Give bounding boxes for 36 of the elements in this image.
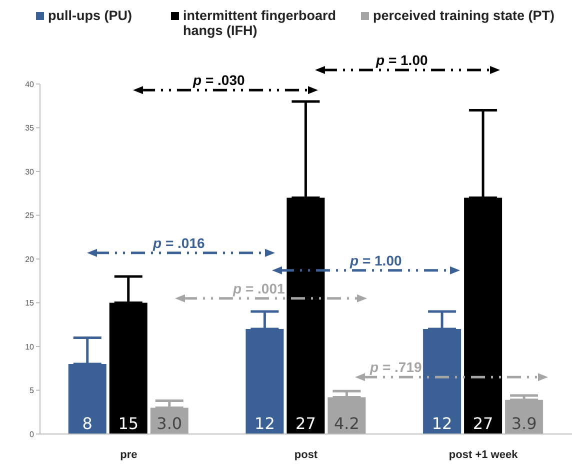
data-label: 27 (472, 414, 494, 433)
data-label: 27 (296, 414, 316, 433)
data-label: 8 (82, 414, 92, 433)
annotation: p = 1.00 (349, 252, 402, 268)
data-label: 12 (432, 414, 452, 433)
bar (464, 198, 502, 434)
legend-label: pull-ups (PU) (48, 8, 132, 23)
data-label: 3.0 (156, 414, 182, 433)
y-tick-label: 10 (25, 342, 35, 352)
data-label: 15 (118, 414, 139, 433)
annotation: p = .030 (192, 72, 245, 88)
data-label: 4.2 (334, 414, 360, 433)
annotation: p = .001 (232, 280, 285, 296)
y-tick-label: 35 (25, 124, 35, 133)
x-tick-label: post +1 week (448, 448, 519, 461)
legend-label: perceived training state (PT) (373, 8, 555, 23)
y-tick-label: 30 (25, 167, 35, 176)
x-tick-label: post (294, 448, 318, 461)
bar (109, 302, 148, 434)
bar (286, 198, 325, 434)
annotation: p = .016 (152, 234, 205, 251)
y-tick-label: 25 (25, 211, 35, 220)
text: p = 1.00 (375, 52, 428, 68)
y-tick-label: 5 (30, 386, 35, 396)
x-tick-label: pre (120, 448, 138, 461)
annotation: p = .719 (369, 359, 422, 376)
bar (423, 329, 462, 434)
y-tick-label: 15 (25, 298, 35, 308)
data-label: 12 (254, 414, 275, 433)
bar (246, 329, 284, 434)
y-tick-label: 0 (30, 430, 35, 439)
bar (68, 364, 106, 434)
y-tick-label: 40 (25, 80, 35, 89)
y-tick-label: 20 (25, 254, 35, 264)
data-label: 3.9 (511, 414, 537, 433)
legend-label: intermittent fingerboard hangs (IFH) (183, 8, 338, 38)
